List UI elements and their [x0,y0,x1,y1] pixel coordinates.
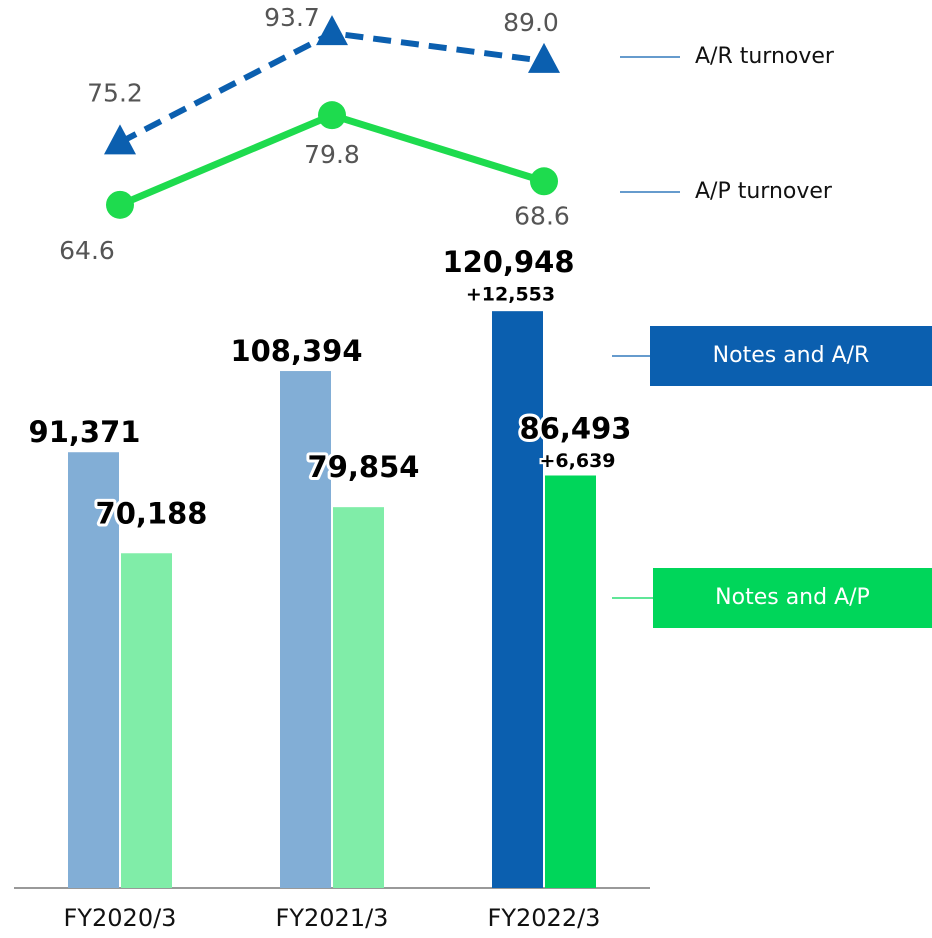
marker [104,124,136,155]
x-tick-label: FY2022/3 [488,904,601,932]
bar [280,371,331,888]
data-label: 89.0 [503,8,559,37]
legend-label: Notes and A/R [713,343,870,368]
marker [530,167,558,196]
data-label: 64.6 [59,236,115,265]
legend-label: Notes and A/P [715,585,870,610]
legend-label: A/R turnover [695,44,835,69]
bar [121,553,172,888]
marker [318,101,346,130]
bar [68,452,119,888]
data-label: 79.8 [304,140,360,169]
data-label: 75.2 [87,78,143,107]
legend-label: A/P turnover [695,179,833,204]
x-tick-label: FY2020/3 [64,904,177,932]
bar [333,507,384,888]
x-tick-label: FY2021/3 [276,904,389,932]
data-label: 91,371 [29,415,141,449]
bar [545,475,596,888]
data-label: 70,188 [96,496,208,530]
data-label: 68.6 [514,201,570,230]
legend-box [650,326,932,386]
data-label: 108,394 [230,334,362,368]
data-label: 93.7 [264,3,320,32]
annotation: +12,553 [466,284,555,306]
data-label: 86,493 [520,411,632,445]
annotation: +6,639 [539,450,615,472]
marker [528,42,560,73]
marker [106,190,134,219]
legend-box [653,568,932,628]
data-label: 79,854 [308,450,420,484]
data-label: 120,948 [442,245,574,279]
marker [316,15,348,46]
bar [492,311,543,888]
